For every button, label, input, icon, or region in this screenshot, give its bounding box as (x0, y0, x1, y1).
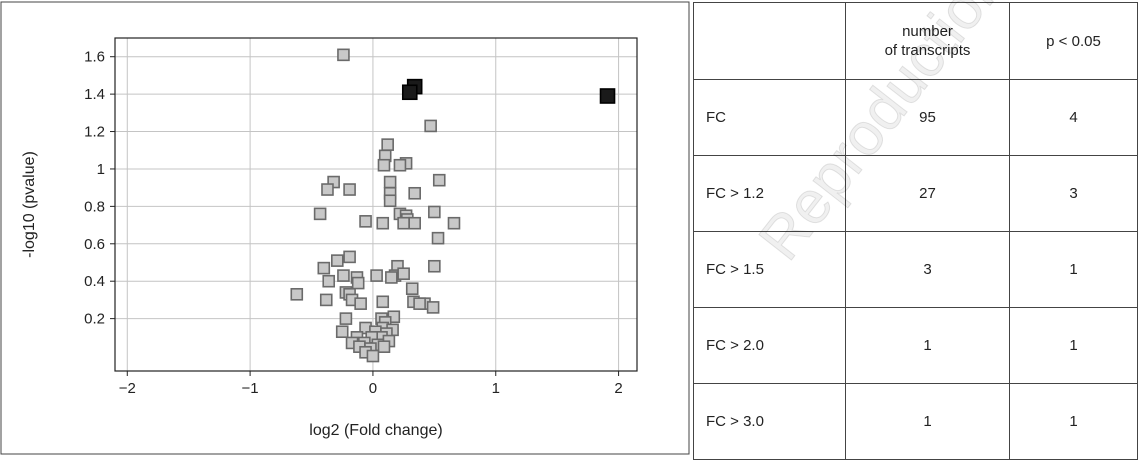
row-significant: 1 (1009, 307, 1138, 384)
data-point (385, 271, 398, 284)
y-tick-label: 0.4 (84, 273, 105, 290)
data-point (377, 158, 391, 172)
x-tick-label: 2 (614, 380, 622, 397)
data-point (383, 194, 397, 208)
table-row: FC 95 4 (693, 79, 1138, 156)
y-tick-label: 1.6 (84, 49, 105, 66)
figure-border (0, 1, 690, 455)
data-point (424, 119, 437, 133)
row-count: 27 (845, 155, 1010, 232)
data-point (322, 274, 336, 288)
data-point (428, 259, 441, 273)
row-significant: 4 (1009, 79, 1138, 156)
table-row: FC > 1.5 3 1 (693, 231, 1138, 308)
data-point (366, 349, 380, 363)
row-significant: 1 (1009, 383, 1138, 460)
y-tick-label: 0.8 (84, 198, 105, 215)
data-point (351, 276, 365, 290)
data-point (381, 138, 394, 151)
data-point (337, 269, 350, 282)
row-significant: 1 (1009, 231, 1138, 308)
x-tick-label: −2 (119, 380, 136, 397)
table-row: FC > 2.0 1 1 (693, 307, 1138, 384)
data-point (331, 254, 344, 267)
data-point (397, 216, 410, 230)
data-point (447, 216, 461, 230)
header-cell-empty (693, 2, 846, 80)
header-number-of-transcripts: number of transcripts (845, 2, 1010, 80)
x-tick-label: −1 (242, 380, 259, 397)
data-point (335, 325, 349, 339)
row-label: FC (693, 79, 846, 156)
data-point (343, 183, 356, 196)
plot-area (114, 37, 638, 372)
data-point (343, 250, 356, 264)
table-row: FC > 1.2 27 3 (693, 155, 1138, 232)
row-count: 95 (845, 79, 1010, 156)
y-tick-label: 0.6 (84, 236, 105, 253)
volcano-plot: −2 −1 0 1 2 0.2 0.4 0.6 0.8 1 1.2 1.4 1.6 log2 (Fold… (0, 1, 690, 455)
data-point (359, 215, 372, 228)
data-point (426, 301, 440, 314)
data-point (393, 158, 407, 172)
significant-data-point (599, 88, 616, 104)
axis-ticks: −2 −1 0 1 2 0.2 0.4 0.6 0.8 1 1.2 1.4 1.6 (84, 49, 623, 397)
y-tick-label: 1.2 (84, 124, 105, 141)
row-count: 3 (845, 231, 1010, 308)
y-tick-label: 1 (97, 161, 105, 178)
row-count: 1 (845, 307, 1010, 384)
data-point (428, 205, 441, 219)
x-tick-label: 0 (369, 380, 377, 397)
data-point (354, 297, 367, 310)
data-point (376, 216, 390, 230)
x-axis-label: log2 (Fold change) (309, 422, 442, 439)
data-point (431, 231, 445, 245)
data-point (376, 295, 390, 309)
y-tick-label: 1.4 (84, 86, 105, 103)
data-point (370, 269, 383, 282)
table-row: FC > 3.0 1 1 (693, 383, 1138, 460)
row-label: FC > 1.2 (693, 155, 846, 232)
data-point (413, 297, 426, 310)
data-point (313, 207, 327, 221)
data-point (377, 340, 391, 353)
data-point (339, 312, 353, 325)
x-tick-label: 1 (492, 380, 500, 397)
y-tick-label: 0.2 (84, 311, 105, 328)
data-point (317, 261, 331, 275)
data-point (383, 175, 397, 189)
data-point (290, 287, 304, 301)
data-point (397, 267, 410, 281)
header-line-1: number (902, 23, 953, 40)
significant-data-point (401, 84, 418, 101)
row-label: FC > 3.0 (693, 383, 846, 460)
data-point (432, 173, 446, 187)
y-axis-label: -log10 (pvalue) (21, 151, 38, 258)
header-line-2: of transcripts (884, 42, 971, 59)
data-point (408, 216, 421, 230)
header-p-value: p < 0.05 (1009, 2, 1138, 80)
table-header-row: number of transcripts p < 0.05 (693, 2, 1138, 80)
row-label: FC > 2.0 (693, 307, 846, 384)
row-significant: 3 (1009, 155, 1138, 232)
data-point (337, 48, 350, 62)
row-label: FC > 1.5 (693, 231, 846, 308)
row-count: 1 (845, 383, 1010, 460)
data-point (321, 183, 334, 196)
data-points (290, 48, 616, 363)
summary-table: number of transcripts p < 0.05 FC 95 4 F… (693, 2, 1138, 460)
data-point (405, 282, 419, 295)
data-point (408, 186, 421, 200)
data-point (319, 293, 333, 307)
